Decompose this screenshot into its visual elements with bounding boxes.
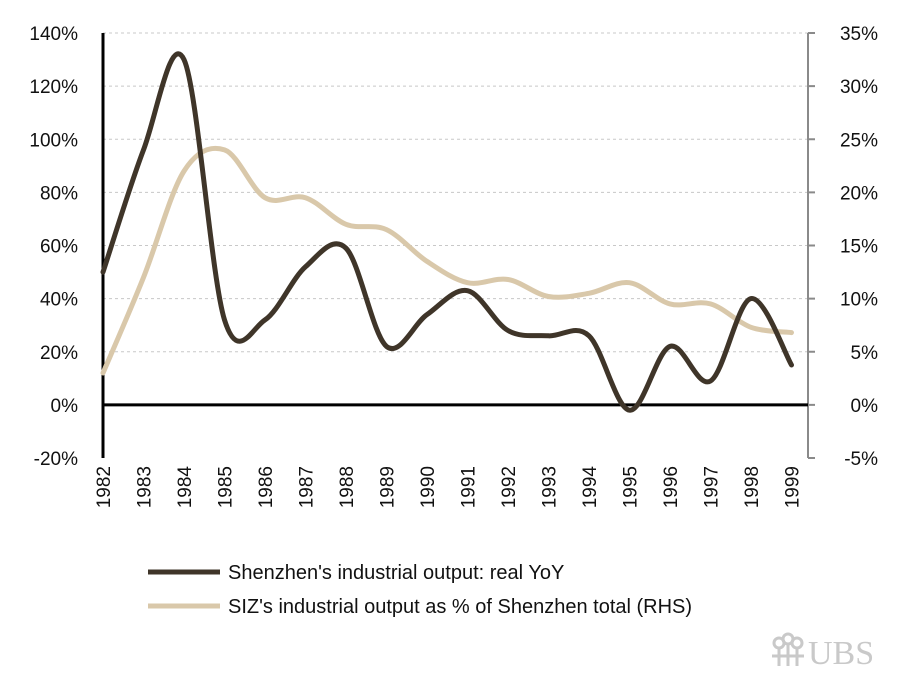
ubs-logo-text: UBS (808, 635, 874, 672)
left-tick-label: 120% (29, 77, 78, 98)
right-tick-label: 10% (840, 290, 878, 311)
x-tick-label: 1993 (540, 466, 561, 508)
left-tick-label: 140% (29, 24, 78, 45)
legend: Shenzhen's industrial output: real YoY S… (148, 562, 692, 618)
x-tick-label: 1992 (499, 466, 520, 508)
ubs-logo: UBS (772, 632, 874, 672)
x-tick-label: 1982 (94, 466, 115, 508)
x-tick-label: 1984 (175, 466, 196, 509)
x-tick-label: 1999 (783, 466, 804, 508)
x-tick-label: 1997 (702, 466, 723, 508)
right-tick-label: 15% (840, 237, 878, 258)
legend-label-series-1: SIZ's industrial output as % of Shenzhen… (228, 596, 692, 618)
x-tick-label: 1994 (580, 466, 601, 509)
series-lines (100, 51, 794, 413)
left-tick-label: 100% (29, 130, 78, 151)
x-axis-ticks: 1982 1983 1984 1985 1986 1987 1988 1989 1990 1991… (94, 466, 804, 509)
left-tick-label: -20% (34, 449, 78, 470)
right-tick-label: 35% (840, 24, 878, 45)
x-tick-label: 1995 (621, 466, 642, 508)
right-tick-label: 25% (840, 130, 878, 151)
legend-label-series-0: Shenzhen's industrial output: real YoY (228, 562, 564, 584)
left-tick-label: 40% (40, 290, 78, 311)
left-tick-label: 60% (40, 237, 78, 258)
x-tick-label: 1986 (256, 466, 277, 508)
ubs-keys-icon (772, 632, 804, 666)
right-tick-label: -5% (844, 449, 878, 470)
x-tick-label: 1990 (418, 466, 439, 508)
series-line-0 (100, 51, 794, 413)
right-tick-label: 30% (840, 77, 878, 98)
x-tick-label: 1988 (337, 466, 358, 508)
right-tick-label: 0% (851, 396, 879, 417)
right-tick-label: 20% (840, 183, 878, 204)
x-tick-label: 1998 (742, 466, 763, 508)
x-tick-label: 1983 (135, 466, 156, 508)
right-tick-label: 5% (851, 343, 879, 364)
series-line-1 (100, 145, 794, 376)
left-tick-label: 0% (51, 396, 79, 417)
x-tick-label: 1985 (216, 466, 237, 508)
x-tick-label: 1989 (378, 466, 399, 508)
right-axis-ticks: 35% 30% 25% 20% 15% 10% 5% 0% -5% (840, 24, 878, 470)
x-tick-label: 1996 (661, 466, 682, 508)
left-axis-ticks: 140% 120% 100% 80% 60% 40% 20% 0% -20% (29, 24, 78, 470)
left-tick-label: 80% (40, 183, 78, 204)
x-tick-label: 1991 (459, 466, 480, 508)
x-tick-label: 1987 (297, 466, 318, 508)
left-tick-label: 20% (40, 343, 78, 364)
axes (101, 32, 815, 459)
